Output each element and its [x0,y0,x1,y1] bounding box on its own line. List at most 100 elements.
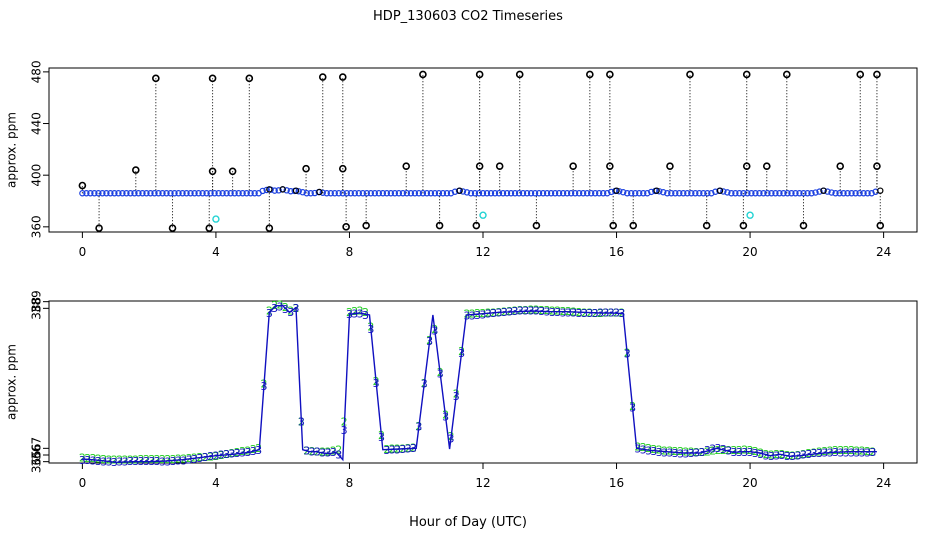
spike-point [78,181,87,190]
baseline-point [107,190,114,197]
spike-point [742,162,751,170]
series-line-3 [82,305,877,464]
spike-point [338,164,347,173]
series-marker-3: 3 [688,447,695,460]
series-marker-3: 3 [565,307,572,320]
series-marker-3: 3 [747,446,754,459]
series-marker-3: 3 [346,308,353,321]
series-marker-2: 2 [666,445,673,458]
series-marker-3: 3 [442,411,449,424]
series-marker-2: 2 [266,305,273,318]
baseline-point [467,190,475,197]
baseline-point [720,188,727,195]
series-marker-2: 2 [731,444,738,457]
series-marker-3: 3 [431,324,438,337]
series-marker-2: 2 [811,446,818,459]
x-tick-label: 8 [346,245,354,259]
baseline-point [179,190,186,197]
series-marker-3: 3 [837,446,844,459]
baseline-point [868,190,875,197]
baseline-point [760,190,767,197]
baseline-point [732,190,739,197]
series-marker-2: 2 [335,443,342,456]
series-marker-2: 2 [239,445,246,458]
series-marker-3: 3 [335,449,342,462]
series-marker-3: 3 [736,446,743,459]
baseline-point [800,190,807,197]
series-marker-3: 3 [309,445,316,458]
series-marker-3: 3 [624,347,631,360]
series-marker-2: 2 [715,444,722,457]
y-tick-label: 400 [30,164,44,187]
series-marker-3: 3 [522,305,529,318]
baseline-point [864,190,871,197]
baseline-point [235,190,242,197]
series-marker-3: 3 [410,442,417,455]
series-marker-3: 3 [725,445,732,458]
x-tick-label: 24 [876,245,891,259]
series-marker-3: 3 [645,444,652,457]
series-marker-3: 3 [186,454,193,467]
cyan-point [479,211,487,219]
spike-point [419,70,427,79]
baseline-point [379,190,387,197]
series-marker-3: 3 [314,445,321,458]
baseline-point [756,190,763,197]
baseline-point [151,190,158,197]
series-marker-3: 3 [421,378,428,391]
series-marker-3: 3 [175,455,182,468]
baseline-point [571,190,579,197]
series-marker-2: 2 [672,445,679,458]
series-marker-3: 3 [672,447,679,460]
series-marker-3: 3 [544,306,551,319]
y-tick-label: 366 [30,444,44,467]
series-marker-3: 3 [618,307,625,320]
series-marker-2: 2 [522,304,529,317]
baseline-point [247,190,254,197]
spike-point [208,167,217,176]
baseline-point [812,189,819,196]
baseline-point [744,190,751,197]
series-marker-3: 3 [79,454,86,467]
series-marker-2: 2 [79,452,86,465]
series-marker-2: 2 [159,453,166,466]
series-marker-2: 2 [143,453,150,466]
series-marker-3: 3 [512,305,519,318]
series-marker-2: 2 [325,445,332,458]
series-marker-2: 2 [127,454,134,467]
series-marker-3: 3 [122,455,129,468]
baseline-point [135,190,142,197]
series-marker-3: 3 [426,335,433,348]
series-marker-3: 3 [106,456,113,469]
series-marker-3: 3 [202,451,209,464]
baseline-point [628,190,635,197]
series-marker-2: 2 [244,444,251,457]
series-marker-3: 3 [650,445,657,458]
baseline-point [519,190,527,197]
series-marker-2: 2 [512,305,519,318]
baseline-point [115,190,122,197]
baseline-point [507,190,515,197]
series-marker-2: 2 [832,444,839,457]
spike-point [228,167,237,176]
series-marker-3: 3 [223,448,230,461]
series-marker-2: 2 [634,440,641,453]
baseline-point [479,190,487,197]
series-marker-3: 3 [399,443,406,456]
series-marker-3: 3 [357,308,364,321]
baseline-point [275,187,282,194]
series-marker-3: 3 [549,306,556,319]
baseline-point [660,189,667,196]
spike-point [629,221,638,230]
plot-frame [48,300,918,464]
baseline-point [575,190,583,197]
series-marker-3: 3 [763,449,770,462]
series-marker-3: 3 [666,447,673,460]
series-marker-3: 3 [560,306,567,319]
series-marker-2: 2 [549,304,556,317]
spike-point [742,70,751,79]
baseline-point [399,190,407,197]
series-marker-2: 2 [111,454,118,467]
series-marker-2: 2 [228,447,235,460]
